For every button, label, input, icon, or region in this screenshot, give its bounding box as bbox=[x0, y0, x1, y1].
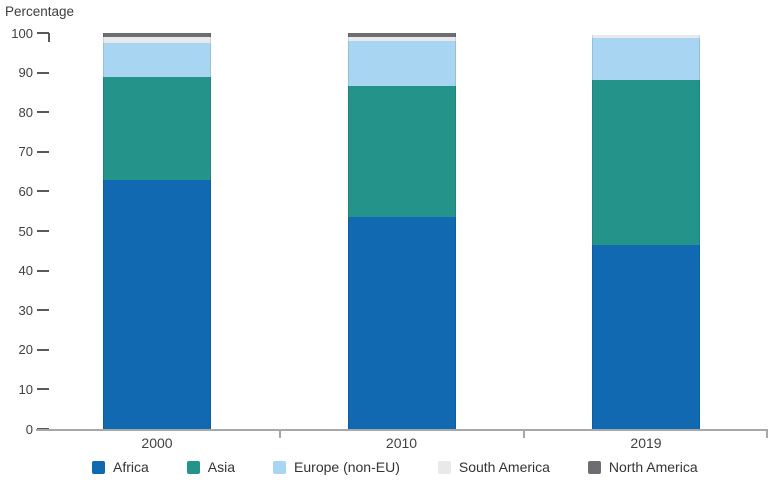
y-tick-label-90: 90 bbox=[18, 65, 33, 81]
y-tick-mark bbox=[37, 111, 49, 114]
x-tick-mark bbox=[279, 429, 281, 438]
y-tick-label-20: 20 bbox=[18, 342, 33, 358]
legend-item-south-america: South America bbox=[437, 459, 550, 475]
bar-segment-north-america-2000 bbox=[103, 33, 211, 37]
y-tick-label-30: 30 bbox=[18, 302, 33, 318]
legend-item-africa: Africa bbox=[92, 459, 149, 475]
x-tick-label-2019: 2019 bbox=[630, 435, 662, 451]
legend-swatch-north-america bbox=[587, 460, 601, 474]
legend-label: South America bbox=[458, 459, 550, 475]
y-tick-label-10: 10 bbox=[18, 381, 33, 397]
x-tick-label-2000: 2000 bbox=[141, 435, 173, 451]
y-tick-label-60: 60 bbox=[18, 183, 33, 199]
bar-segment-asia-2019 bbox=[592, 80, 700, 245]
y-axis-cap bbox=[48, 33, 50, 42]
legend-label: Africa bbox=[113, 459, 149, 475]
legend-swatch-south-america bbox=[437, 460, 451, 474]
y-tick-mark bbox=[37, 230, 49, 232]
x-tick-mark bbox=[766, 429, 768, 438]
bar-segment-asia-2010 bbox=[347, 86, 456, 218]
x-axis-line bbox=[36, 429, 766, 431]
bar-segment-europe-non-eu-2000 bbox=[103, 42, 211, 77]
y-tick-label-40: 40 bbox=[18, 263, 33, 279]
bar-segment-south-america-2000 bbox=[103, 36, 211, 43]
y-axis-title: Percentage bbox=[5, 4, 75, 19]
y-tick-mark bbox=[37, 309, 49, 312]
y-tick-mark bbox=[37, 190, 49, 193]
y-tick-mark bbox=[37, 71, 49, 74]
bar-segment-europe-non-eu-2010 bbox=[347, 40, 456, 87]
legend: Africa Asia Europe (non-EU) South America No… bbox=[92, 459, 698, 475]
x-tick-label-2010: 2010 bbox=[385, 435, 418, 451]
y-tick-mark bbox=[37, 269, 49, 272]
bar-segment-europe-non-eu-2019 bbox=[592, 38, 700, 81]
y-tick-label-70: 70 bbox=[18, 144, 33, 160]
legend-item-north-america: North America bbox=[587, 459, 698, 475]
y-tick-mark bbox=[37, 348, 49, 351]
bar-2019 bbox=[592, 34, 700, 430]
legend-label: North America bbox=[608, 459, 698, 475]
legend-label: Europe (non-EU) bbox=[294, 459, 400, 475]
legend-label: Asia bbox=[207, 459, 236, 475]
legend-item-asia: Asia bbox=[186, 459, 236, 475]
bar-2000 bbox=[103, 33, 211, 429]
y-tick-label-80: 80 bbox=[18, 104, 33, 120]
legend-swatch-africa bbox=[92, 460, 105, 474]
x-tick-mark bbox=[522, 429, 525, 438]
y-tick-mark bbox=[37, 32, 49, 34]
y-tick-label-50: 50 bbox=[18, 223, 33, 239]
legend-swatch-asia bbox=[186, 460, 200, 474]
bar-segment-south-america-2019 bbox=[592, 34, 700, 39]
y-tick-label-100: 100 bbox=[11, 25, 33, 41]
bar-segment-south-america-2010 bbox=[347, 36, 456, 41]
legend-swatch-europe-non-eu bbox=[273, 460, 287, 474]
bar-segment-africa-2000 bbox=[103, 179, 211, 429]
bar-segment-africa-2019 bbox=[592, 244, 700, 429]
bar-segment-north-america-2010 bbox=[347, 33, 456, 37]
bar-segment-asia-2000 bbox=[103, 76, 211, 180]
legend-item-europe-non-eu: Europe (non-EU) bbox=[273, 459, 400, 475]
y-tick-mark bbox=[37, 388, 49, 391]
y-tick-label-0: 0 bbox=[25, 421, 33, 437]
y-tick-mark bbox=[37, 150, 49, 153]
bar-2010 bbox=[347, 33, 456, 429]
bar-segment-africa-2010 bbox=[347, 217, 456, 429]
